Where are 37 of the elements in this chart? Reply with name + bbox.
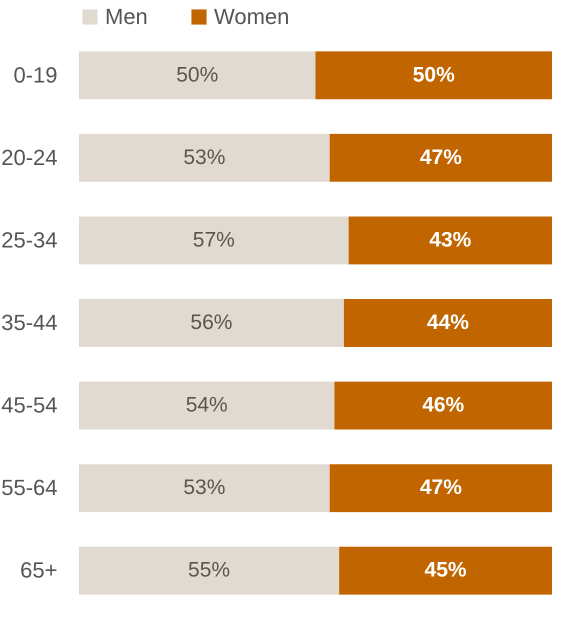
legend-label: Men xyxy=(105,4,148,29)
data-label: 47% xyxy=(420,476,462,500)
y-tick-label: 65+ xyxy=(20,558,58,583)
y-tick-label: 20-24 xyxy=(1,144,58,170)
bar xyxy=(339,546,552,595)
bar xyxy=(79,546,340,595)
data-label: 45% xyxy=(424,558,467,582)
bar xyxy=(79,51,316,100)
bar xyxy=(330,134,552,182)
data-label: 54% xyxy=(186,394,228,417)
data-label: 55% xyxy=(188,558,230,582)
bar xyxy=(334,382,552,430)
bar xyxy=(79,299,344,347)
bar xyxy=(344,299,552,347)
data-label: 47% xyxy=(420,146,462,169)
bar xyxy=(79,464,330,512)
data-label: 53% xyxy=(183,146,226,169)
bar xyxy=(330,464,552,512)
data-label: 56% xyxy=(190,311,232,334)
data-label: 50% xyxy=(176,63,218,86)
bar xyxy=(79,134,330,182)
bar xyxy=(348,216,552,264)
bar xyxy=(79,382,334,430)
y-tick-label: 55-64 xyxy=(1,475,58,500)
y-tick-label: 0-19 xyxy=(13,62,58,88)
data-label: 46% xyxy=(422,394,465,417)
data-label: 44% xyxy=(426,311,470,334)
data-label: 57% xyxy=(192,228,235,252)
y-tick-label: 45-54 xyxy=(1,392,58,418)
data-label: 53% xyxy=(183,476,226,500)
bar xyxy=(79,216,349,264)
bar xyxy=(316,51,552,100)
data-label: 43% xyxy=(429,228,472,252)
y-tick-label: 25-34 xyxy=(1,227,58,252)
data-label: 50% xyxy=(412,63,456,86)
legend-label: Women xyxy=(214,4,290,29)
y-tick-label: 35-44 xyxy=(1,310,58,335)
